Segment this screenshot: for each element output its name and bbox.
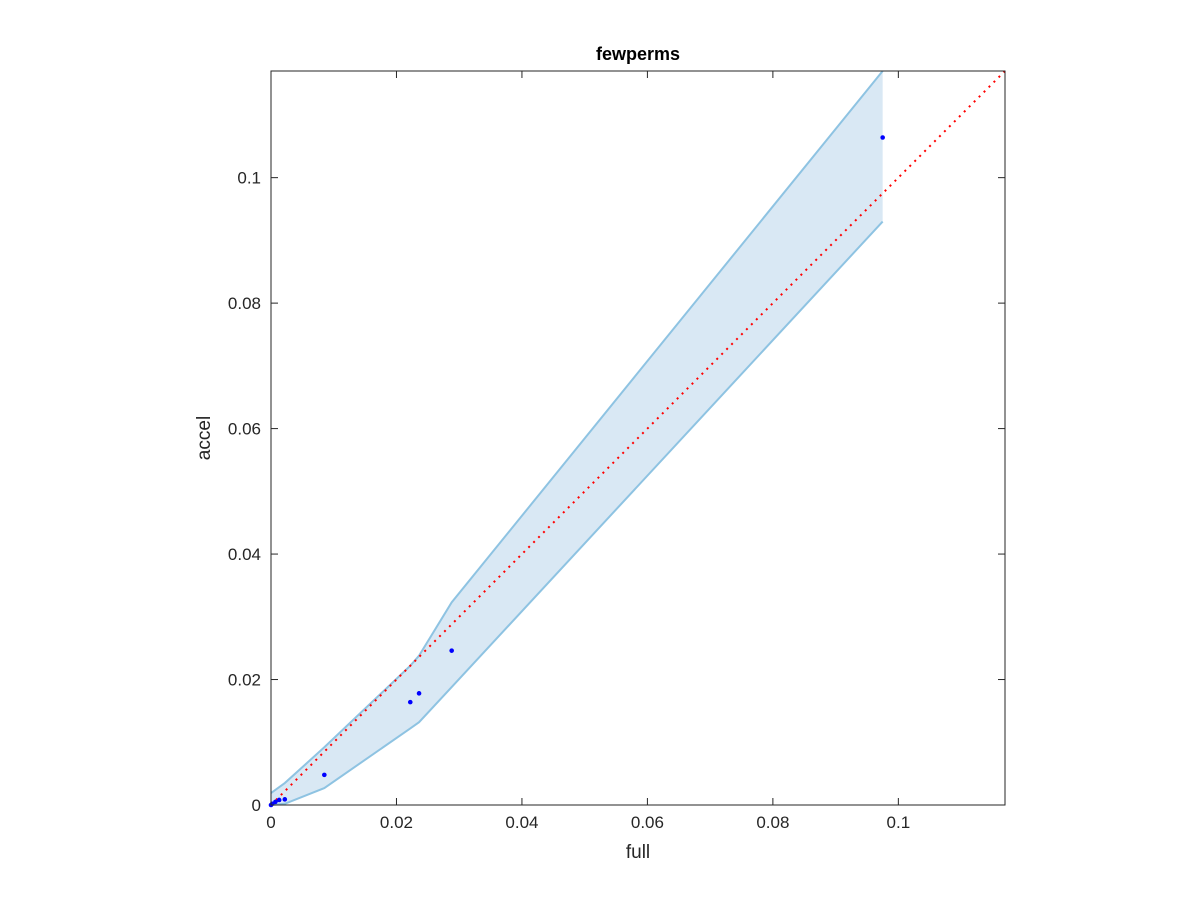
y-tick-label: 0: [252, 796, 261, 815]
data-point: [276, 797, 282, 803]
y-tick-label: 0.04: [228, 545, 261, 564]
y-axis-label: accel: [194, 416, 215, 460]
y-tick-label: 0.08: [228, 294, 261, 313]
data-point: [273, 799, 278, 805]
x-ticks: 0 0.02 0.04 0.06 0.08 0.1: [266, 71, 910, 832]
y-tick-label: 0.06: [228, 420, 261, 439]
x-tick-label: 0.08: [756, 813, 789, 832]
x-axis-label: full: [626, 842, 650, 863]
data-point: [449, 648, 454, 653]
x-tick-label: 0.04: [505, 813, 538, 832]
data-point: [282, 797, 288, 802]
band-lower-edge: [270, 220, 884, 806]
y-tick-label: 0.1: [237, 169, 261, 188]
x-tick-label: 0.02: [380, 813, 413, 832]
data-point: [322, 772, 327, 778]
y-ticks: 0 0.02 0.04 0.06 0.08 0.1: [228, 169, 1005, 815]
data-point: [416, 691, 422, 696]
reference-line: [270, 70, 1006, 806]
data-points: [268, 135, 885, 808]
chart-title: fewperms: [596, 44, 680, 64]
plot-frame: [270, 70, 1006, 806]
data-point: [880, 135, 885, 140]
data-point: [407, 699, 413, 705]
x-tick-label: 0.1: [887, 813, 911, 832]
reference-line-layer: [270, 70, 1006, 806]
y-tick-label: 0.02: [228, 671, 261, 690]
x-tick-label: 0.06: [631, 813, 664, 832]
x-tick-label: 0: [266, 813, 275, 832]
